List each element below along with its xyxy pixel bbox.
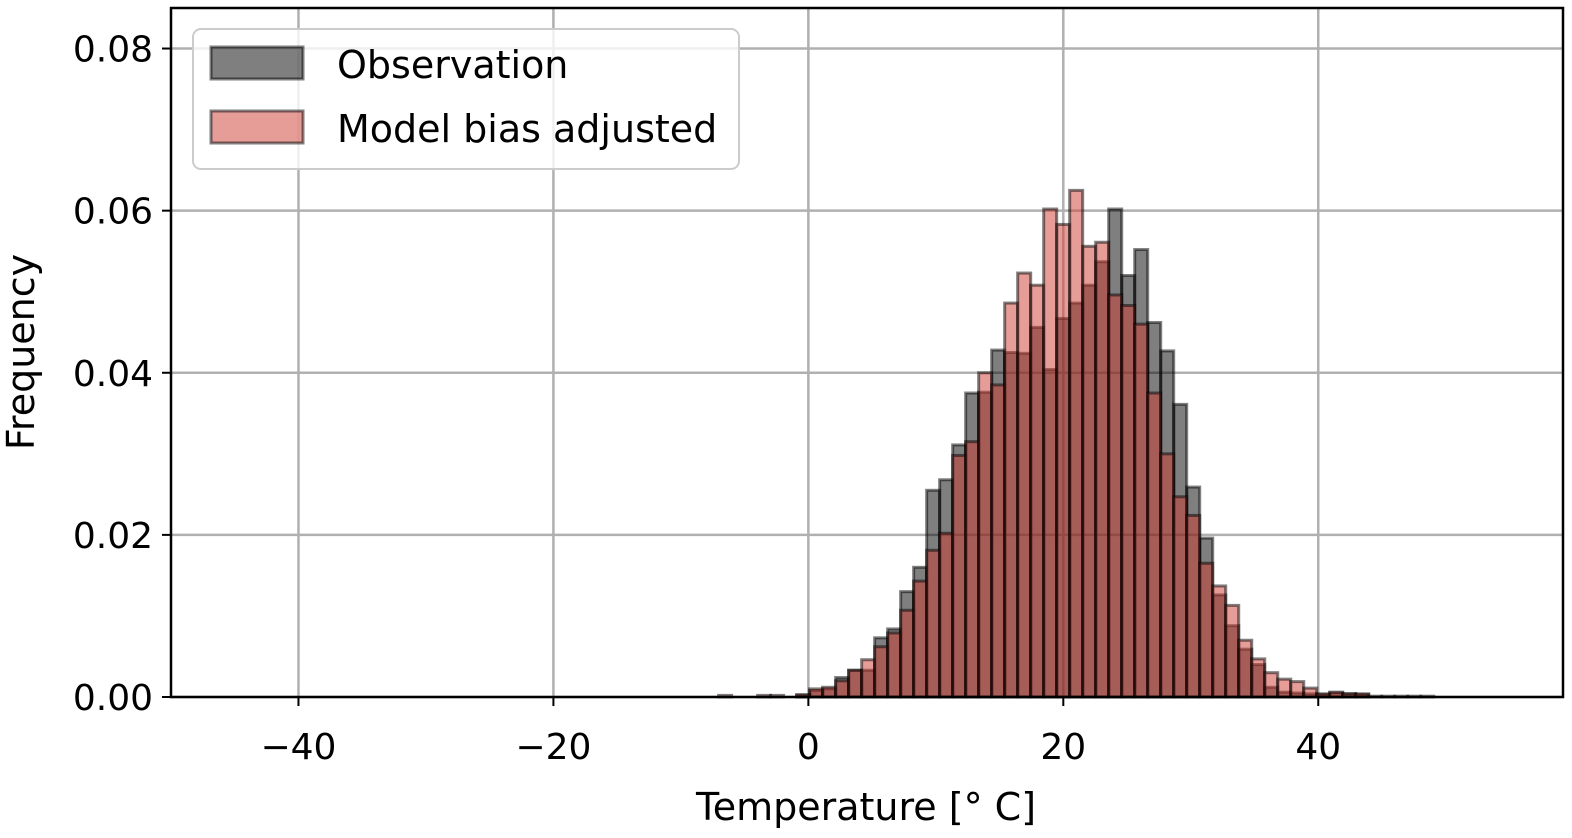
histogram-bar [1133, 322, 1150, 699]
histogram-bar [990, 383, 1007, 699]
histogram-bars [717, 188, 1436, 699]
histogram-bar [1120, 303, 1137, 699]
histogram-bar [886, 631, 903, 699]
legend: Observation Model bias adjusted [192, 28, 740, 170]
x-axis-label: Temperature [° C] [695, 785, 1036, 829]
histogram-bar [1081, 244, 1098, 699]
histogram-bar [1016, 271, 1033, 699]
histogram-bar [1029, 283, 1046, 699]
legend-label-observation: Observation [337, 43, 568, 87]
histogram-bar [1276, 677, 1293, 699]
histogram-bar [1042, 207, 1059, 699]
histogram-bar [899, 608, 916, 699]
histogram-bar [1094, 240, 1111, 699]
histogram-bar [1003, 301, 1020, 699]
plot-frame [169, 6, 1565, 699]
y-tick-label: 0.02 [73, 516, 153, 557]
x-tick-label: 20 [1040, 727, 1086, 768]
histogram-bar [847, 668, 864, 699]
histogram-bar [1250, 657, 1267, 699]
y-tick-label: 0.04 [73, 354, 153, 395]
histogram-bar [951, 453, 968, 699]
histogram-bar [1107, 293, 1124, 699]
histogram-bar [1211, 584, 1228, 699]
legend-box [192, 28, 740, 170]
legend-swatch-observation [209, 45, 305, 81]
y-axis-label: Frequency [0, 254, 43, 450]
y-tick-label: 0.08 [73, 30, 153, 71]
y-axis-ticks: 0.00 0.02 0.04 0.06 0.08 [73, 30, 171, 719]
histogram-bar [860, 658, 877, 699]
histogram-bar [925, 548, 942, 699]
histogram-bar [1289, 680, 1306, 699]
x-tick-label: 40 [1295, 727, 1341, 768]
histogram-bar [964, 440, 981, 699]
histogram-bar [873, 645, 890, 699]
histogram-bar [1068, 188, 1085, 699]
histogram-bar [1146, 391, 1163, 699]
x-tick-label: −40 [260, 727, 336, 768]
histogram-bar [1198, 561, 1215, 699]
histogram-bar [1302, 686, 1319, 699]
legend-label-model-bias-adjusted: Model bias adjusted [337, 107, 717, 151]
histogram-bar [821, 685, 838, 699]
x-axis-ticks: −40 −20 0 20 40 [260, 697, 1341, 768]
histogram-bar [1159, 452, 1176, 699]
x-tick-label: 0 [797, 727, 820, 768]
histogram-bar [977, 371, 994, 699]
histogram-bar [912, 579, 929, 699]
histogram-bar [1172, 495, 1189, 699]
y-tick-label: 0.06 [73, 192, 153, 233]
legend-swatch-model-bias-adjusted [209, 109, 305, 145]
series-model-bias-adjusted [717, 188, 1436, 699]
histogram-bar [834, 679, 851, 699]
histogram-bar [1185, 513, 1202, 699]
histogram-bar [938, 531, 955, 699]
histogram-bar [1224, 603, 1241, 699]
histogram-bar [1237, 638, 1254, 699]
x-tick-label: −20 [515, 727, 591, 768]
histogram-bar [1055, 222, 1072, 699]
histogram-bar [1263, 671, 1280, 699]
y-tick-label: 0.00 [73, 678, 153, 719]
